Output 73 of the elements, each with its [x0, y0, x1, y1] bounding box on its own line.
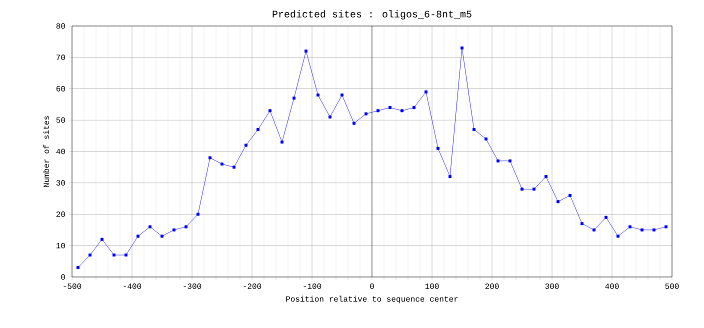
point	[328, 115, 332, 118]
point	[112, 254, 116, 257]
chart-title: Predicted sites : oligos_6-8nt_m5	[272, 10, 472, 20]
point	[160, 234, 164, 238]
point	[412, 106, 416, 110]
x-tick-label: 200	[485, 284, 499, 289]
point	[208, 156, 212, 160]
y-tick-label: 40	[56, 148, 65, 154]
x-tick-label: 100	[425, 284, 439, 289]
point	[496, 159, 500, 162]
x-axis-title: Position relative to sequence center	[286, 296, 458, 304]
point	[304, 50, 308, 53]
y-axis-title: Number of sites	[43, 116, 50, 187]
point	[280, 140, 284, 144]
y-tick-label: 80	[56, 23, 65, 29]
point	[184, 225, 188, 228]
point	[460, 46, 464, 50]
point	[592, 228, 596, 232]
point	[448, 175, 452, 178]
point	[268, 109, 272, 112]
point	[220, 162, 224, 166]
point	[196, 212, 200, 216]
point	[100, 238, 104, 241]
point	[520, 188, 524, 191]
point	[172, 228, 176, 232]
point	[136, 234, 140, 238]
x-tick-label: 400	[605, 284, 619, 289]
point	[88, 254, 92, 257]
x-tick-label: -200	[244, 284, 262, 289]
point	[340, 94, 344, 97]
point	[364, 112, 368, 116]
point	[76, 266, 80, 270]
point	[424, 90, 428, 94]
point	[484, 137, 488, 140]
point	[472, 128, 476, 132]
point	[148, 225, 152, 228]
point	[556, 200, 560, 204]
point	[508, 159, 512, 162]
x-tick-label: 0	[370, 284, 374, 289]
point	[232, 166, 236, 169]
x-tick-label: -400	[124, 284, 142, 289]
point	[580, 222, 584, 226]
point	[124, 254, 128, 257]
point	[400, 109, 404, 112]
x-tick-label: -500	[64, 284, 82, 289]
point	[640, 228, 644, 232]
point	[664, 225, 668, 228]
y-tick-label: 70	[56, 54, 65, 60]
y-tick-label: 50	[56, 117, 65, 123]
point	[316, 94, 320, 97]
x-tick-label: 500	[665, 284, 679, 289]
point	[628, 225, 632, 228]
y-tick-label: 0	[61, 274, 65, 280]
point	[604, 216, 608, 219]
y-tick-label: 30	[56, 180, 65, 186]
point	[292, 96, 296, 100]
point	[532, 188, 536, 191]
point	[256, 128, 260, 132]
point	[352, 122, 356, 125]
point	[544, 175, 548, 178]
x-tick-label: 300	[545, 284, 559, 289]
y-tick-label: 10	[56, 242, 65, 248]
x-tick-label: -100	[304, 284, 322, 289]
point	[388, 106, 392, 110]
point	[244, 144, 248, 147]
point	[436, 146, 440, 150]
y-tick-label: 20	[56, 212, 65, 217]
point	[652, 228, 656, 232]
point	[568, 194, 572, 197]
point	[376, 109, 380, 112]
x-tick-label: -300	[184, 284, 202, 289]
point	[616, 234, 620, 238]
y-tick-label: 60	[56, 86, 65, 92]
